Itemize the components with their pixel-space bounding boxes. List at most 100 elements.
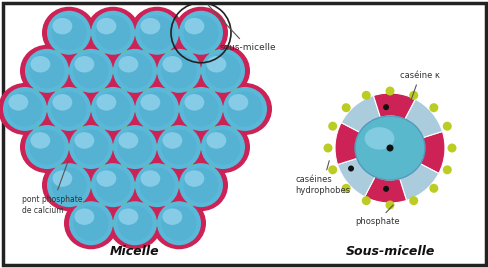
Ellipse shape [140,170,160,187]
Ellipse shape [152,121,205,173]
Circle shape [382,104,388,110]
Ellipse shape [51,15,86,50]
Ellipse shape [218,83,271,135]
Ellipse shape [113,125,157,169]
Circle shape [109,67,116,74]
Circle shape [186,125,193,132]
Circle shape [175,105,182,113]
Ellipse shape [206,132,226,149]
Ellipse shape [108,45,162,97]
Circle shape [408,196,417,205]
Ellipse shape [91,11,135,55]
Ellipse shape [162,132,182,149]
Circle shape [186,201,193,208]
Circle shape [164,163,171,170]
Ellipse shape [42,159,96,211]
Circle shape [109,220,116,227]
Circle shape [323,143,332,152]
Circle shape [175,29,182,36]
Ellipse shape [161,206,196,241]
Ellipse shape [52,170,72,187]
Circle shape [208,48,215,55]
Circle shape [230,86,237,93]
Ellipse shape [52,94,72,111]
Circle shape [361,196,370,205]
Circle shape [341,103,350,112]
Circle shape [32,86,40,93]
Ellipse shape [30,56,50,72]
Ellipse shape [108,121,162,173]
Ellipse shape [205,53,240,88]
Ellipse shape [135,11,179,55]
Circle shape [428,184,437,193]
Ellipse shape [64,45,118,97]
Circle shape [65,144,72,151]
Ellipse shape [95,15,130,50]
Ellipse shape [51,91,86,126]
Ellipse shape [74,56,94,72]
Ellipse shape [174,83,227,135]
Ellipse shape [42,7,96,59]
Circle shape [327,122,337,131]
Circle shape [175,182,182,189]
Circle shape [164,48,171,55]
Ellipse shape [157,201,201,245]
Circle shape [120,125,127,132]
Ellipse shape [223,87,266,131]
Circle shape [109,144,116,151]
Circle shape [230,125,237,132]
Circle shape [87,29,94,36]
Circle shape [120,86,127,93]
Circle shape [76,163,83,170]
Ellipse shape [183,15,218,50]
Ellipse shape [69,201,113,245]
Wedge shape [404,99,442,138]
Ellipse shape [86,83,140,135]
Ellipse shape [135,87,179,131]
Circle shape [164,86,171,93]
Wedge shape [399,163,438,200]
Ellipse shape [135,163,179,207]
Text: phosphate: phosphate [354,205,399,226]
Ellipse shape [74,132,94,149]
Ellipse shape [161,129,196,165]
Ellipse shape [157,125,201,169]
Ellipse shape [174,159,227,211]
Ellipse shape [96,18,116,34]
Ellipse shape [69,125,113,169]
Ellipse shape [20,45,74,97]
Circle shape [385,87,394,95]
Ellipse shape [118,132,138,149]
Circle shape [76,125,83,132]
Circle shape [142,125,149,132]
Circle shape [76,86,83,93]
Ellipse shape [91,87,135,131]
Ellipse shape [139,168,174,203]
Ellipse shape [113,201,157,245]
Ellipse shape [140,94,160,111]
Circle shape [341,184,350,193]
Circle shape [186,163,193,170]
Ellipse shape [113,49,157,93]
Circle shape [98,163,105,170]
Circle shape [98,125,105,132]
Circle shape [131,29,138,36]
Text: sous-micelle: sous-micelle [207,5,276,53]
Wedge shape [418,132,444,173]
Ellipse shape [117,206,152,241]
Ellipse shape [20,121,74,173]
Ellipse shape [140,18,160,34]
Text: caséine κ: caséine κ [399,70,439,100]
Ellipse shape [179,11,223,55]
Circle shape [120,48,127,55]
FancyBboxPatch shape [3,3,485,265]
Text: pont phosphate
de calcium: pont phosphate de calcium [22,161,82,215]
Circle shape [385,200,394,210]
Wedge shape [341,96,380,133]
Circle shape [327,165,337,174]
Circle shape [43,105,50,113]
Ellipse shape [52,18,72,34]
Ellipse shape [184,18,204,34]
Circle shape [54,163,61,170]
Ellipse shape [179,87,223,131]
